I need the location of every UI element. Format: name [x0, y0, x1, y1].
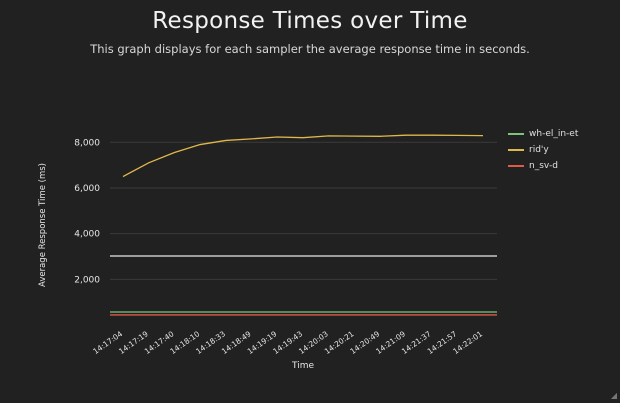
- legend-label: rid'y: [529, 145, 549, 155]
- legend: wh-el_in-et rid'y n_sv-d: [508, 126, 578, 174]
- legend-label: n_sv-d: [529, 161, 558, 171]
- series-lines: [110, 134, 497, 316]
- x-axis-label: Time: [291, 361, 314, 371]
- legend-swatch: [508, 133, 524, 135]
- x-tick-labels: 14:17:0414:17:1914:17:4014:18:1014:18:33…: [91, 329, 484, 356]
- legend-item-ridy[interactable]: rid'y: [508, 142, 578, 158]
- x-tick-label: 14:22:01: [451, 329, 484, 356]
- legend-swatch: [508, 165, 524, 167]
- legend-swatch: [508, 149, 524, 151]
- legend-label: wh-el_in-et: [529, 129, 579, 139]
- legend-item-wh-el-in-et[interactable]: wh-el_in-et: [508, 126, 578, 142]
- y-tick-labels: 2,000 4,000 6,000 8,000: [74, 138, 100, 285]
- gridlines: [110, 141, 497, 280]
- y-tick-label: 8,000: [74, 138, 100, 148]
- legend-item-n-sv-d[interactable]: n_sv-d: [508, 158, 578, 174]
- resize-grip-icon[interactable]: ◢: [610, 391, 617, 400]
- chart-title: Response Times over Time: [152, 8, 468, 34]
- chart-subtitle: This graph displays for each sampler the…: [90, 42, 530, 56]
- series-line[interactable]: [122, 134, 484, 178]
- y-axis-label: Average Response Time (ms): [38, 163, 48, 287]
- y-tick-label: 6,000: [74, 184, 100, 194]
- y-tick-label: 2,000: [74, 275, 100, 285]
- y-tick-label: 4,000: [74, 230, 100, 240]
